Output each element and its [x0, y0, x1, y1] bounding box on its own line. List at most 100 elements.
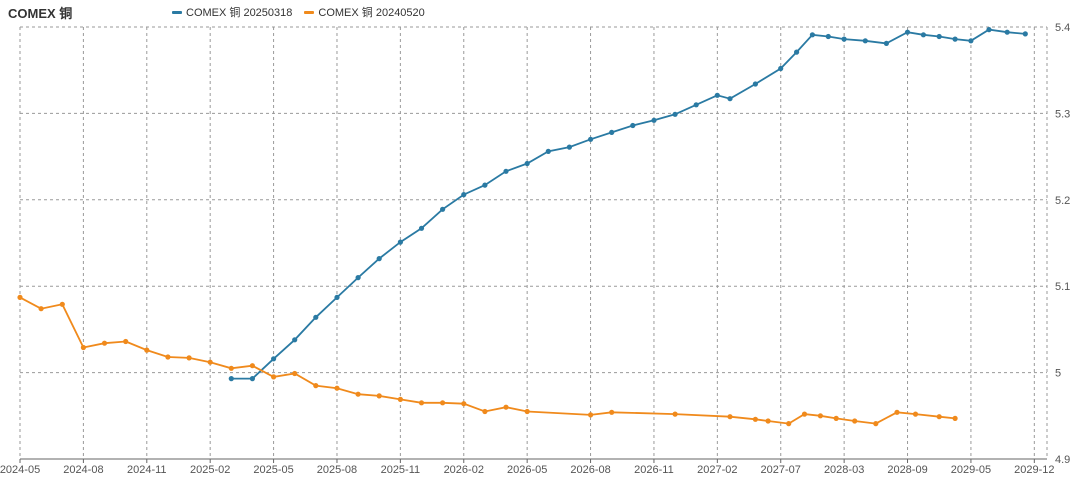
- series-2-point: [817, 413, 824, 419]
- series-1-point: [651, 117, 657, 123]
- x-tick-label: 2028-03: [824, 464, 864, 476]
- series-1-point: [440, 206, 446, 212]
- legend-label-1: COMEX 铜 20250318: [186, 7, 293, 19]
- series-1-point: [778, 65, 784, 72]
- series-1-point: [809, 32, 816, 38]
- x-tick-label: 2026-08: [570, 464, 610, 476]
- series-1-point: [693, 102, 699, 108]
- series-1-point: [752, 81, 759, 87]
- legend-label-2: COMEX 铜 20240520: [318, 7, 425, 19]
- legend-item-series-1[interactable]: COMEX 铜 20250318: [172, 4, 292, 20]
- series-1-point: [566, 144, 573, 150]
- series-2-point: [228, 365, 234, 371]
- series-2-point: [144, 347, 150, 353]
- series-1-point: [524, 160, 530, 167]
- x-tick-label: 2026-02: [444, 464, 484, 476]
- series-1-point: [883, 40, 890, 47]
- series-2-point: [936, 414, 942, 420]
- series-1-point: [609, 129, 615, 135]
- series-line-1: [231, 28, 1026, 380]
- series-1-point: [630, 122, 636, 129]
- series-1-point: [376, 256, 382, 262]
- series-1-point: [825, 33, 831, 40]
- series-2-point: [59, 301, 65, 307]
- series-2-point: [894, 409, 900, 415]
- series-1-point: [461, 192, 467, 198]
- series-2-point: [397, 396, 403, 402]
- series-1-point: [794, 49, 800, 55]
- x-tick-label: 2024-05: [0, 464, 40, 476]
- series-2-point: [765, 418, 771, 424]
- x-tick-label: 2028-09: [887, 464, 927, 476]
- series-2-point: [609, 409, 615, 415]
- y-tick-label: 4.9: [1055, 454, 1070, 466]
- x-tick-label: 2026-05: [507, 464, 547, 476]
- series-2-point: [101, 340, 108, 346]
- series-1-point: [1022, 31, 1028, 37]
- series-2-point: [801, 411, 808, 417]
- series-1-point: [228, 376, 234, 382]
- series-1-point: [418, 225, 425, 231]
- series-1-point: [968, 38, 974, 44]
- series-2-point: [249, 363, 255, 369]
- x-tick-label: 2024-11: [127, 464, 167, 476]
- series-2-point: [503, 404, 509, 410]
- series-2-point: [912, 411, 919, 417]
- y-tick-label: 5.2: [1055, 195, 1070, 207]
- series-1-point: [482, 182, 488, 188]
- series-2-point: [482, 408, 488, 415]
- series-1-point: [841, 36, 847, 42]
- series-2-point: [852, 418, 858, 424]
- series-2-point: [80, 344, 86, 351]
- series-2-point: [418, 400, 425, 406]
- series-1-point: [672, 111, 678, 117]
- series-2-point: [727, 414, 733, 420]
- series-1-point: [503, 168, 509, 174]
- series-2-point: [786, 421, 792, 427]
- series-1-point: [1004, 29, 1010, 35]
- series-1-point: [952, 36, 958, 42]
- series-2-point: [833, 415, 839, 421]
- series-1-point: [271, 356, 277, 362]
- y-tick-label: 5.1: [1055, 281, 1070, 293]
- series-2-point: [440, 400, 446, 406]
- x-tick-label: 2024-08: [63, 464, 103, 476]
- series-2-point: [17, 294, 23, 300]
- series-1-point: [397, 239, 403, 245]
- x-tick-label: 2025-11: [381, 464, 421, 476]
- series-2-point: [588, 412, 594, 418]
- series-2-point: [207, 359, 213, 365]
- y-tick-label: 5: [1055, 368, 1061, 380]
- series-1-point: [727, 96, 733, 102]
- series-2-point: [672, 411, 678, 417]
- x-tick-label: 2025-02: [190, 464, 230, 476]
- series-2-point: [292, 370, 298, 377]
- series-2-point: [186, 355, 192, 361]
- series-1-point: [355, 275, 361, 281]
- series-1-point: [986, 27, 992, 33]
- series-1-point: [936, 33, 942, 40]
- x-tick-label: 2026-11: [634, 464, 674, 476]
- x-tick-label: 2025-08: [317, 464, 357, 476]
- series-2-point: [271, 374, 277, 380]
- x-tick-label: 2029-12: [1014, 464, 1054, 476]
- x-tick-label: 2027-07: [761, 464, 801, 476]
- series-2-point: [952, 415, 958, 421]
- series-2-point: [334, 385, 340, 391]
- x-tick-label: 2027-02: [697, 464, 737, 476]
- series-1-point: [862, 38, 868, 44]
- series-1-point: [313, 314, 319, 320]
- series-line-2: [19, 296, 956, 425]
- series-1-point: [545, 148, 551, 154]
- series-2-point: [376, 393, 382, 399]
- series-2-point: [165, 354, 171, 360]
- series-1-point: [588, 136, 594, 142]
- series-1-point: [249, 376, 255, 382]
- series-2-point: [355, 391, 361, 397]
- legend-item-series-2[interactable]: COMEX 铜 20240520: [304, 4, 425, 20]
- series-2-point: [38, 306, 44, 312]
- legend-swatch-2: [304, 10, 315, 14]
- y-tick-label: 5.4: [1055, 22, 1070, 34]
- series-2-point: [873, 421, 879, 427]
